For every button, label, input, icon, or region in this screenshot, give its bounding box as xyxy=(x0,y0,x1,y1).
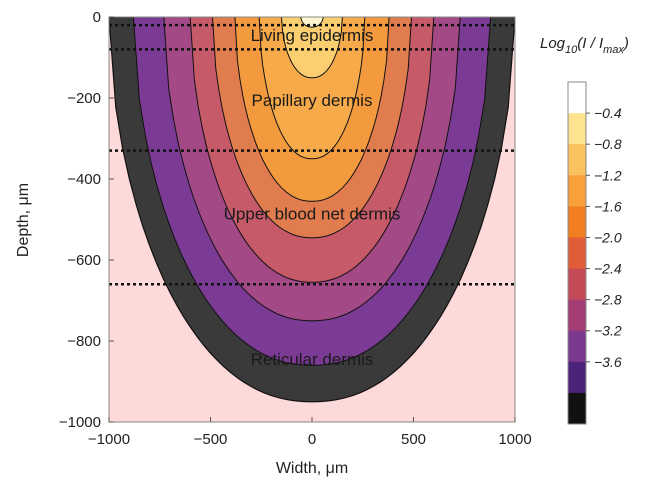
colorbar-segment xyxy=(568,392,586,425)
y-tick-label: −800 xyxy=(67,333,101,350)
layer-boundaries xyxy=(109,23,515,286)
region-label: Papillary dermis xyxy=(252,91,373,110)
colorbar-segment xyxy=(568,299,586,332)
x-tick-label: 500 xyxy=(401,431,426,448)
colorbar-segment xyxy=(568,237,586,270)
colorbar-label: −1.6 xyxy=(594,198,622,214)
colorbar-segment xyxy=(568,82,586,114)
region-labels: Living epidermis Papillary dermis Upper bl… xyxy=(224,26,401,369)
colorbar-label: −3.2 xyxy=(594,323,622,339)
x-axis-ticks: −1000 −500 0 500 1000 xyxy=(88,417,532,448)
contour-bands xyxy=(109,17,515,403)
colorbar-segment xyxy=(568,175,586,207)
colorbar-label: −0.8 xyxy=(594,136,622,152)
colorbar-label: −1.2 xyxy=(594,167,622,183)
x-tick-label: −500 xyxy=(194,431,228,448)
x-tick-label: 1000 xyxy=(498,431,531,448)
colorbar-label: −3.6 xyxy=(594,354,622,370)
y-tick-label: −600 xyxy=(67,252,101,269)
colorbar-label: −2.4 xyxy=(594,261,622,277)
region-label: Living epidermis xyxy=(251,26,374,45)
y-tick-label: 0 xyxy=(93,9,101,26)
contour-band xyxy=(258,17,366,160)
colorbar-label: −2.8 xyxy=(594,292,622,308)
colorbar-segment xyxy=(568,268,586,301)
colorbar: −0.4 −0.8 −1.2 −1.6 −2.0 −2.4 −2.8 −3.2 −3.6 xyxy=(567,81,622,425)
y-tick-label: −200 xyxy=(67,90,101,107)
colorbar-segment xyxy=(568,206,586,238)
y-axis-ticks: 0 −200 −400 −600 −800 −1000 xyxy=(59,9,114,431)
colorbar-label: −0.4 xyxy=(594,105,622,121)
colorbar-frame xyxy=(567,81,587,425)
x-tick-label: 0 xyxy=(308,431,316,448)
region-label: Upper blood net dermis xyxy=(224,204,401,223)
colorbar-segment xyxy=(568,361,586,394)
contour-band xyxy=(280,17,343,79)
colorbar-segment xyxy=(568,144,586,176)
region-label: Reticular dermis xyxy=(251,350,374,369)
colorbar-label: −2.0 xyxy=(594,229,622,245)
y-axis-label: Depth, μm xyxy=(15,183,32,257)
colorbar-segment xyxy=(568,113,586,145)
x-tick-label: −1000 xyxy=(88,431,130,448)
colorbar-segment xyxy=(568,330,586,363)
x-axis-label: Width, μm xyxy=(276,460,348,477)
colorbar-title: Log10(I / Imax) xyxy=(540,35,629,56)
y-tick-label: −1000 xyxy=(59,414,101,431)
y-tick-label: −400 xyxy=(67,171,101,188)
